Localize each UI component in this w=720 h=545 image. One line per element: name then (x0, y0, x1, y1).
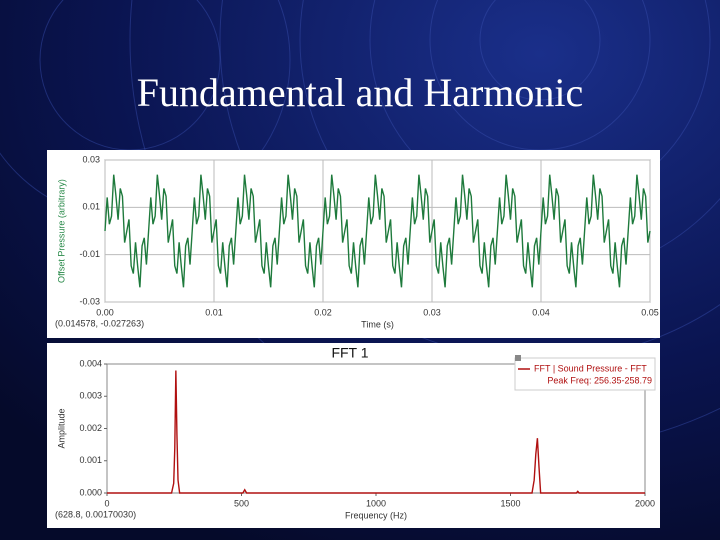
status-readout: (0.014578, -0.027263) (55, 318, 144, 328)
y-tick-label: 0.01 (82, 202, 100, 212)
chart-title: FFT 1 (331, 345, 368, 361)
x-tick-label: 1000 (366, 498, 386, 508)
x-tick-label: 0.01 (205, 307, 223, 317)
y-tick-label: 0.03 (82, 154, 100, 164)
x-tick-label: 1500 (500, 498, 520, 508)
x-tick-label: 500 (234, 498, 249, 508)
slide-title: Fundamental and Harmonic (137, 70, 584, 115)
x-axis-label: Time (s) (361, 319, 394, 329)
x-axis-label: Frequency (Hz) (345, 510, 407, 520)
y-tick-label: -0.03 (79, 296, 100, 306)
data-line (104, 174, 651, 288)
data-line (107, 370, 645, 494)
status-readout: (628.8, 0.00170030) (55, 509, 136, 519)
x-tick-label: 0.00 (96, 307, 114, 317)
y-tick-label: 0.004 (79, 358, 102, 368)
y-tick-label: 0.000 (79, 487, 102, 497)
legend-entry: FFT | Sound Pressure - FFT (534, 363, 647, 373)
y-axis-label: Amplitude (56, 408, 66, 448)
x-tick-label: 0.02 (314, 307, 332, 317)
y-tick-label: 0.002 (79, 423, 102, 433)
legend-peak: Peak Freq: 256.35-258.79 (547, 375, 652, 385)
y-tick-label: 0.001 (79, 455, 102, 465)
x-tick-label: 0 (104, 498, 109, 508)
y-tick-label: -0.01 (79, 249, 100, 259)
x-tick-label: 0.03 (423, 307, 441, 317)
x-tick-label: 0.04 (532, 307, 550, 317)
x-tick-label: 0.05 (641, 307, 659, 317)
legend-handle (515, 355, 521, 361)
y-tick-label: 0.003 (79, 391, 102, 401)
x-tick-label: 2000 (635, 498, 655, 508)
y-axis-label: Offset Pressure (arbitrary) (56, 179, 66, 283)
legend (514, 357, 656, 391)
